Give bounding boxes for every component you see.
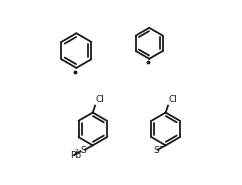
- Text: S: S: [80, 146, 86, 155]
- Text: 2+: 2+: [75, 149, 84, 154]
- Text: −: −: [159, 144, 164, 149]
- Text: Cl: Cl: [168, 95, 177, 104]
- Text: Cl: Cl: [96, 95, 104, 104]
- Text: Pb: Pb: [70, 151, 82, 160]
- Text: S: S: [153, 146, 159, 155]
